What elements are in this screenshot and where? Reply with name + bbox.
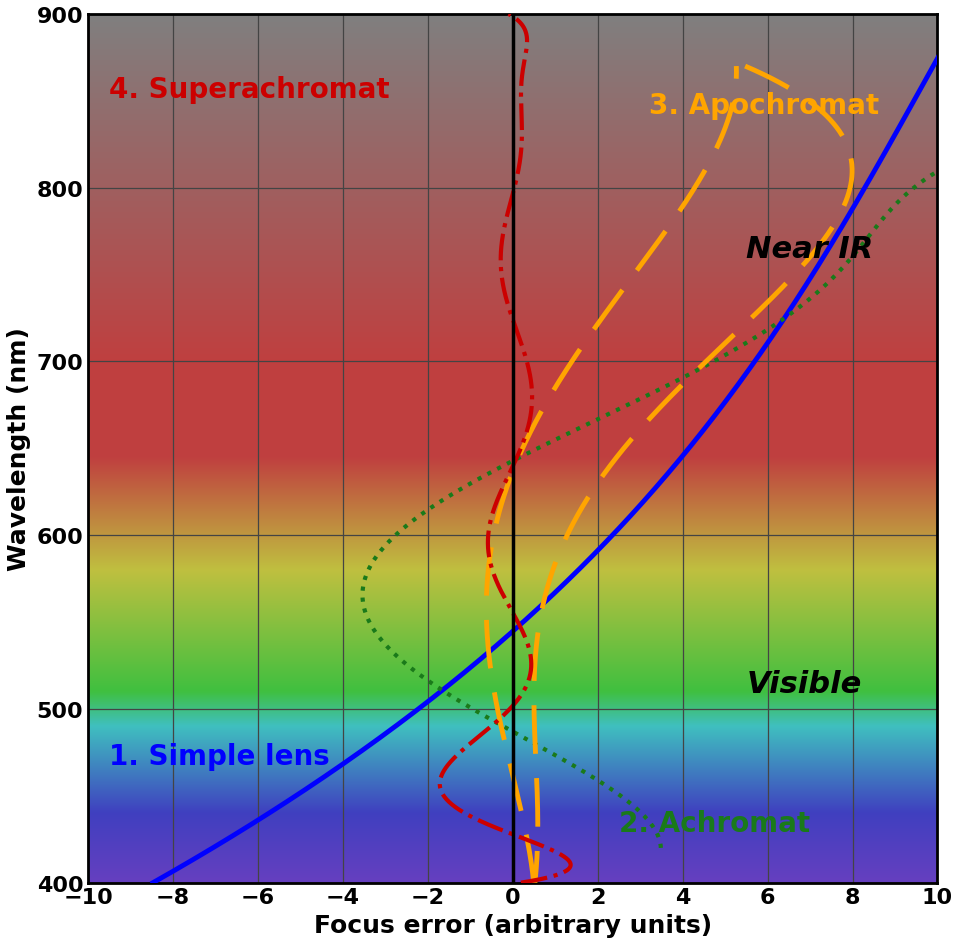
Text: 1. Simple lens: 1. Simple lens: [109, 743, 330, 770]
X-axis label: Focus error (arbitrary units): Focus error (arbitrary units): [314, 913, 712, 937]
Y-axis label: Wavelength (nm): Wavelength (nm): [7, 327, 31, 570]
Text: Near IR: Near IR: [746, 235, 874, 264]
Text: 2. Achromat: 2. Achromat: [619, 809, 810, 836]
Text: 3. Apochromat: 3. Apochromat: [649, 92, 878, 120]
Text: Visible: Visible: [746, 668, 862, 698]
Text: 4. Superachromat: 4. Superachromat: [109, 76, 390, 104]
